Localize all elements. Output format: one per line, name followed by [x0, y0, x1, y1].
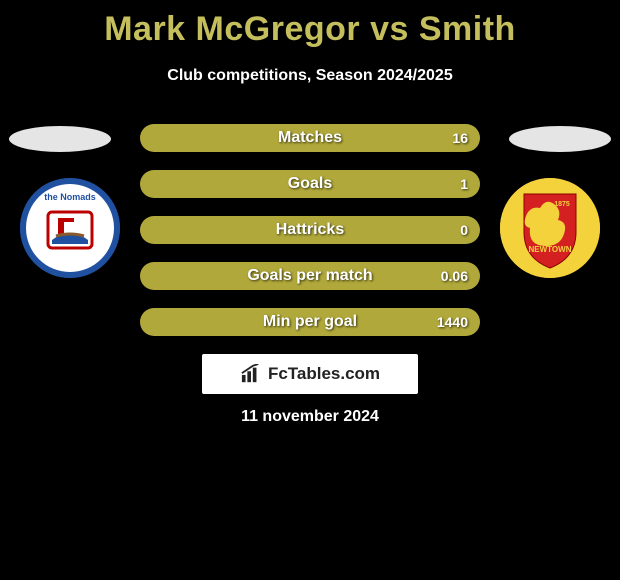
svg-text:NEWTOWN: NEWTOWN	[529, 245, 572, 254]
stat-row-goals: Goals 1	[140, 170, 480, 198]
stat-row-min-per-goal: Min per goal 1440	[140, 308, 480, 336]
page-title: Mark McGregor vs Smith	[0, 0, 620, 49]
stat-label: Matches	[140, 124, 480, 152]
club-badge-left: the Nomads	[20, 178, 120, 278]
bar-chart-icon	[240, 364, 262, 384]
stat-row-goals-per-match: Goals per match 0.06	[140, 262, 480, 290]
stat-label: Goals per match	[140, 262, 480, 290]
svg-text:the Nomads: the Nomads	[44, 192, 96, 202]
comparison-card: Mark McGregor vs Smith Club competitions…	[0, 0, 620, 580]
stat-right-value: 1440	[437, 308, 468, 336]
subtitle: Club competitions, Season 2024/2025	[0, 67, 620, 85]
branding-badge[interactable]: FcTables.com	[202, 354, 418, 394]
stat-label: Hattricks	[140, 216, 480, 244]
stat-right-value: 16	[452, 124, 468, 152]
stat-right-value: 1	[460, 170, 468, 198]
stat-row-matches: Matches 16	[140, 124, 480, 152]
stat-right-value: 0.06	[441, 262, 468, 290]
stat-label: Goals	[140, 170, 480, 198]
nomads-crest-icon: the Nomads	[20, 178, 120, 278]
stats-rows: Matches 16 Goals 1 Hattricks 0 Goals per…	[140, 124, 480, 354]
svg-text:1875: 1875	[554, 201, 570, 208]
stat-label: Min per goal	[140, 308, 480, 336]
newtown-crest-icon: NEWTOWN 1875	[500, 178, 600, 278]
player-left-ellipse	[9, 126, 111, 152]
player-right-ellipse	[509, 126, 611, 152]
footer-date: 11 november 2024	[0, 408, 620, 426]
branding-text: FcTables.com	[268, 364, 380, 384]
stat-right-value: 0	[460, 216, 468, 244]
stat-row-hattricks: Hattricks 0	[140, 216, 480, 244]
club-badge-right: NEWTOWN 1875	[500, 178, 600, 278]
